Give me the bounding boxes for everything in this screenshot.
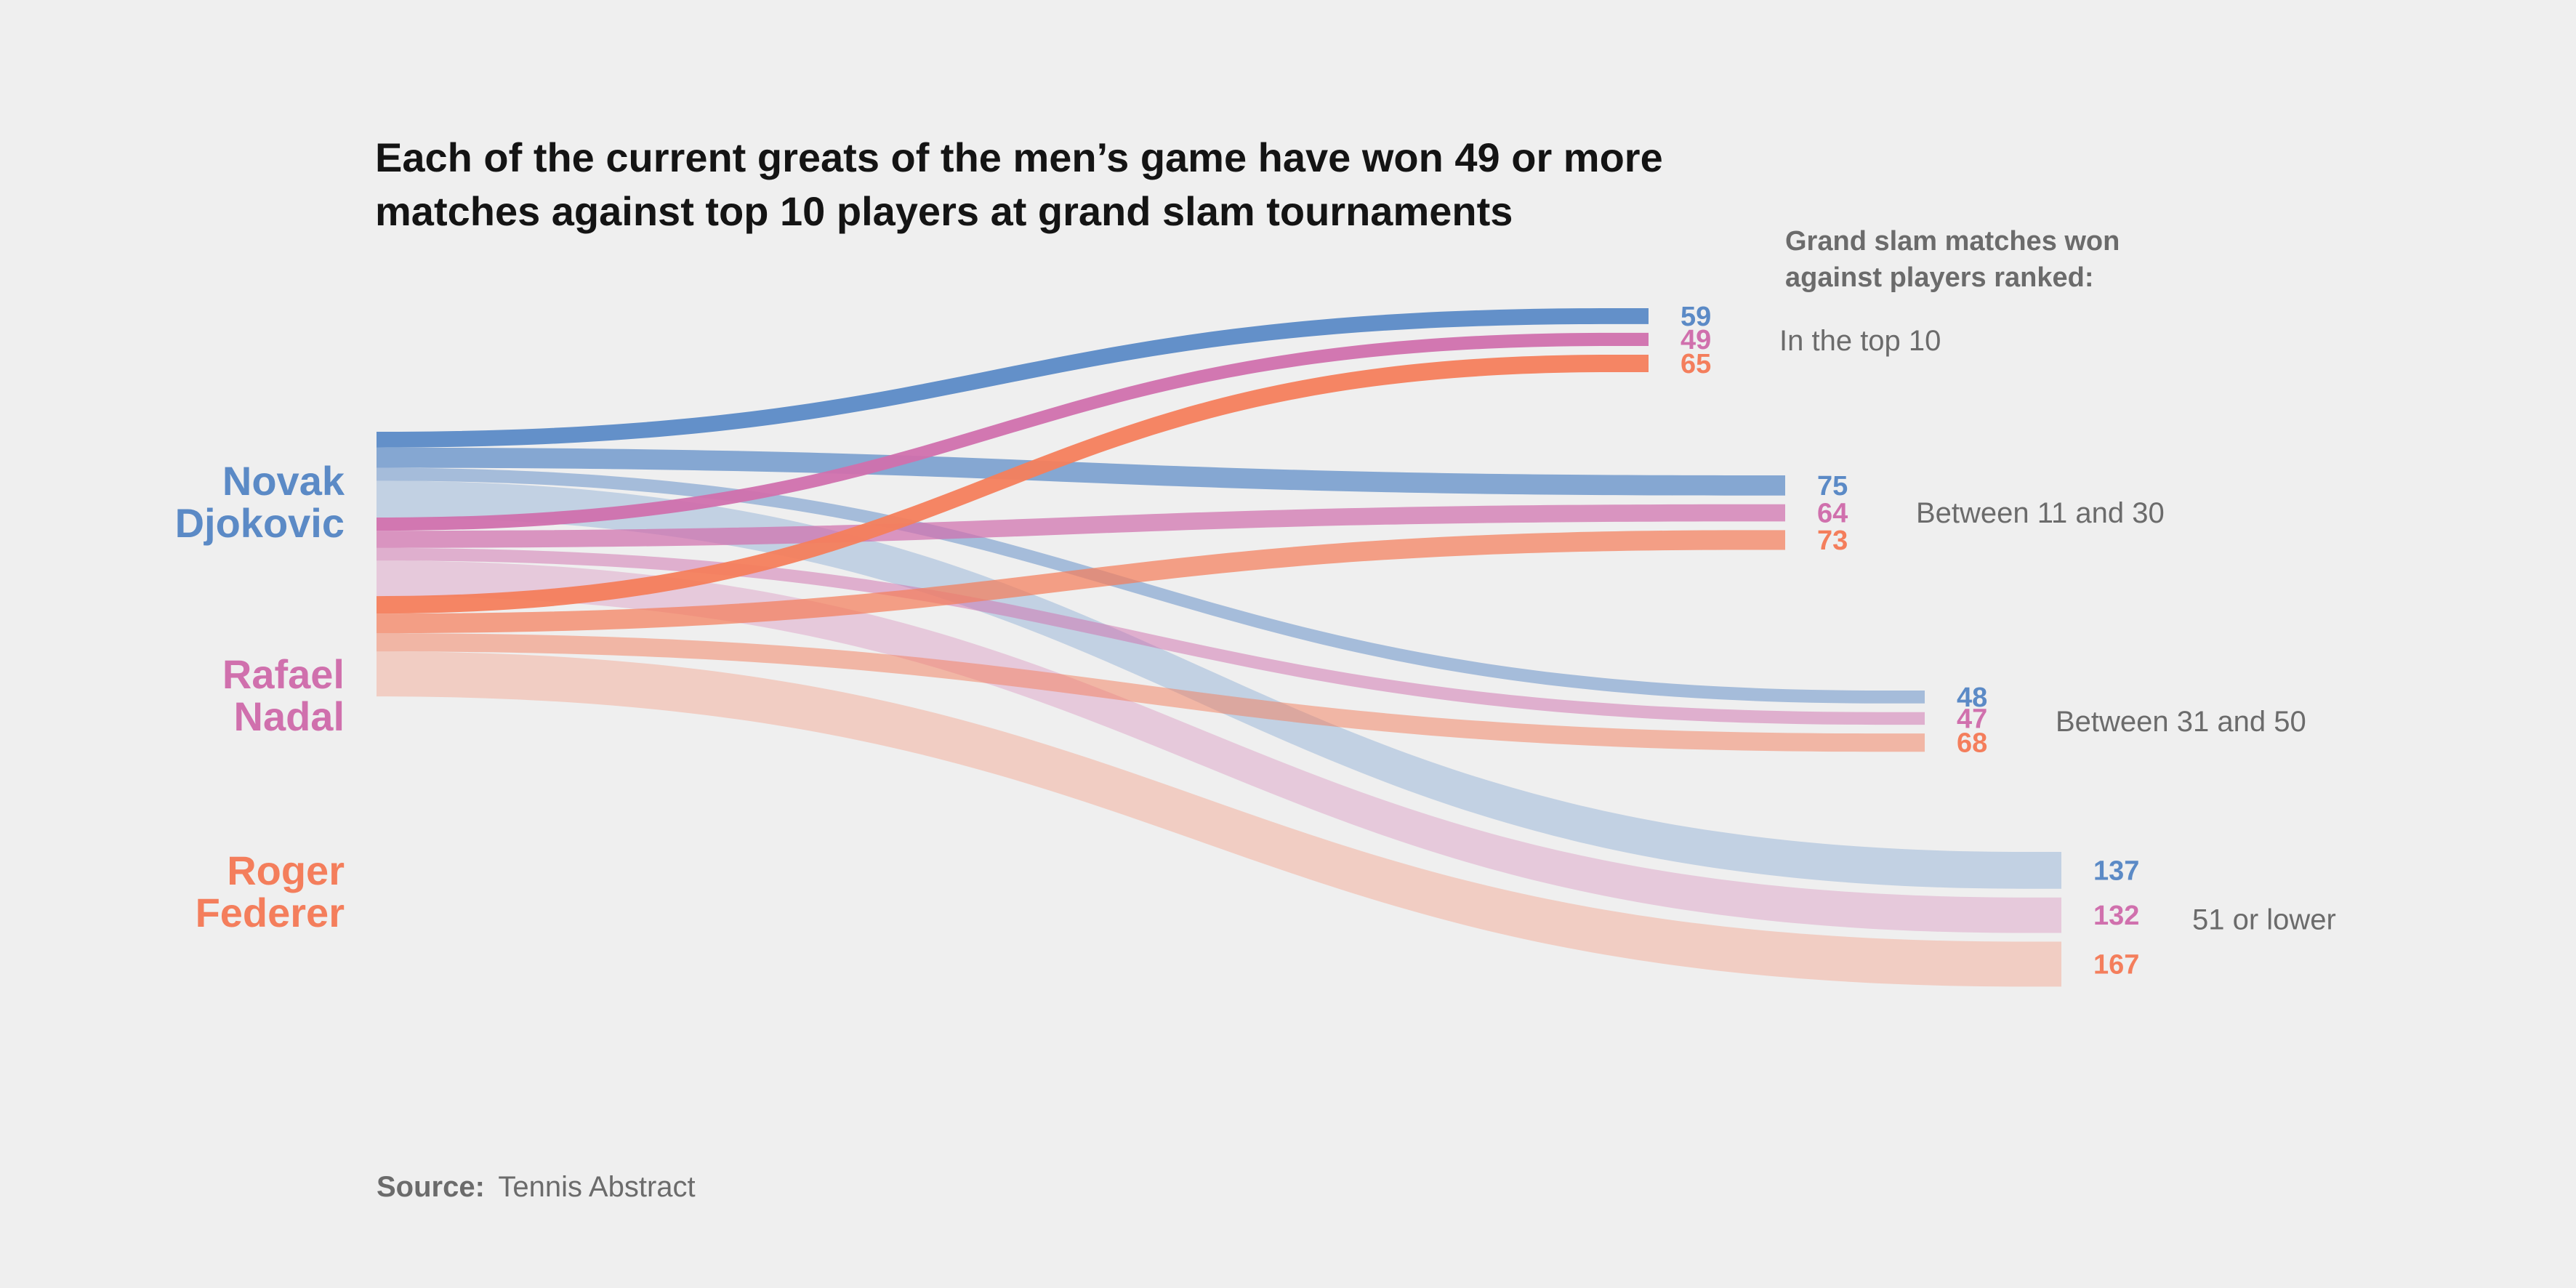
value-label-rafael-nadal-in-the-top-10: 49 (1681, 325, 1711, 355)
player-label-rafael-nadal-line-1: Rafael (222, 651, 345, 697)
value-label-novak-djokovic-51-or-lower: 137 (2093, 856, 2139, 886)
flow-novak-djokovic-in-the-top-10 (377, 308, 1649, 448)
player-label-roger-federer-line-1: Roger (227, 848, 345, 893)
value-label-rafael-nadal-between-11-and-30: 64 (1817, 499, 1848, 529)
source-label: Source: (377, 1171, 485, 1203)
category-label-between-31-and-50: Between 31 and 50 (2056, 706, 2306, 738)
flow-ribbons (377, 308, 2061, 987)
flow-novak-djokovic-between-31-and-50 (377, 467, 1925, 704)
value-label-roger-federer-in-the-top-10: 65 (1681, 349, 1711, 379)
category-labels: In the top 10 Between 11 and 30 Between 31… (1779, 325, 2336, 936)
chart-title-line-2: matches against top 10 players at grand … (375, 188, 1513, 234)
source-text: Tennis Abstract (498, 1171, 695, 1203)
value-label-roger-federer-between-11-and-30: 73 (1817, 526, 1848, 556)
source-note: Source: Tennis Abstract (377, 1171, 696, 1203)
value-label-rafael-nadal-between-31-and-50: 47 (1957, 704, 1987, 734)
flow-novak-djokovic-between-11-and-30 (377, 447, 1785, 496)
flow-roger-federer-in-the-top-10 (377, 354, 1649, 614)
flow-roger-federer-51-or-lower (377, 651, 2061, 987)
value-label-rafael-nadal-51-or-lower: 132 (2093, 901, 2139, 931)
category-heading-line-1: Grand slam matches won (1785, 226, 2120, 257)
category-label-between-11-and-30: Between 11 and 30 (1916, 497, 2165, 529)
flow-novak-djokovic-51-or-lower (377, 480, 2061, 889)
value-label-novak-djokovic-in-the-top-10: 59 (1681, 302, 1711, 332)
value-label-novak-djokovic-between-31-and-50: 48 (1957, 683, 1987, 713)
flow-rafael-nadal-51-or-lower (377, 560, 2061, 933)
flow-rafael-nadal-between-31-and-50 (377, 547, 1925, 725)
player-label-rafael-nadal-line-2: Nadal (234, 693, 345, 739)
player-label-novak-djokovic-line-2: Djokovic (175, 500, 345, 546)
category-label-in-the-top-10: In the top 10 (1779, 325, 1941, 357)
value-label-novak-djokovic-between-11-and-30: 75 (1817, 471, 1848, 502)
value-label-roger-federer-between-31-and-50: 68 (1957, 728, 1987, 759)
flow-roger-federer-between-11-and-30 (377, 530, 1785, 634)
category-label-51-or-lower: 51 or lower (2192, 904, 2336, 936)
flow-roger-federer-between-31-and-50 (377, 633, 1925, 752)
category-heading-line-2: against players ranked: (1785, 262, 2094, 293)
player-label-novak-djokovic-line-1: Novak (222, 458, 345, 504)
chart-title-line-1: Each of the current greats of the men’s … (375, 134, 1663, 180)
flow-rafael-nadal-in-the-top-10 (377, 332, 1649, 531)
flow-rafael-nadal-between-11-and-30 (377, 504, 1785, 548)
player-label-roger-federer-line-2: Federer (196, 890, 345, 935)
value-label-roger-federer-51-or-lower: 167 (2093, 949, 2139, 980)
